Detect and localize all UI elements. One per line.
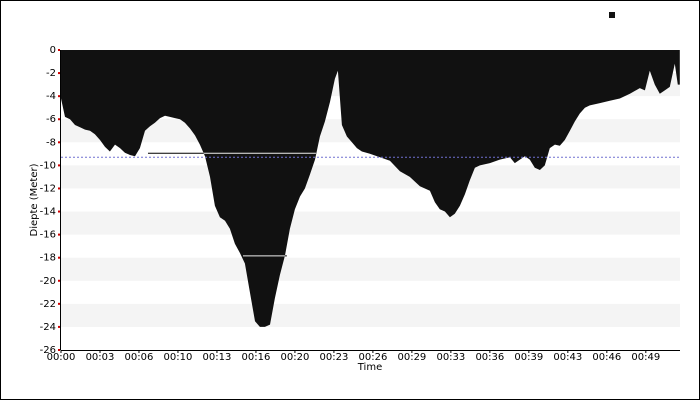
y-tick-label: -20 [40, 276, 56, 287]
x-tick-label: 00:03 [86, 352, 115, 363]
x-tick-label: 00:26 [358, 352, 387, 363]
y-tick-label: -6 [46, 114, 56, 125]
x-tick-label: 00:29 [397, 352, 426, 363]
x-tick-label: 00:16 [242, 352, 271, 363]
y-tick-label: -8 [46, 137, 56, 148]
x-tick-label: 00:06 [125, 352, 154, 363]
y-tick-label: -10 [40, 160, 56, 171]
x-tick-label: 00:43 [553, 352, 582, 363]
x-axis-title: Time [357, 362, 382, 373]
grid-band [61, 303, 680, 327]
x-tick-label: 00:39 [514, 352, 543, 363]
y-tick-label: -4 [46, 91, 56, 102]
x-tick-label: 00:23 [319, 352, 348, 363]
y-tick-label: 0 [50, 45, 56, 56]
x-tick-label: 00:33 [436, 352, 465, 363]
x-tick-label: 00:46 [592, 352, 621, 363]
depth-area [61, 50, 680, 327]
legend-swatch [609, 12, 615, 18]
y-tick-label: -16 [40, 230, 56, 241]
y-tick-label: -26 [40, 345, 56, 356]
y-tick-label: -2 [46, 68, 56, 79]
x-tick-label: 00:49 [631, 352, 660, 363]
x-tick-label: 00:10 [164, 352, 193, 363]
y-tick-label: -12 [40, 183, 56, 194]
y-tick-label: -18 [40, 253, 56, 264]
x-tick-label: 00:00 [47, 352, 76, 363]
grid-band [61, 211, 680, 235]
grid-band [61, 257, 680, 281]
y-axis-title: Diepte (Meter) [29, 163, 40, 236]
grid-band [61, 165, 680, 189]
x-tick-label: 00:36 [475, 352, 504, 363]
x-tick-label: 00:13 [203, 352, 232, 363]
y-tick-label: -14 [40, 207, 56, 218]
x-tick-label: 00:20 [281, 352, 310, 363]
plot [61, 50, 680, 327]
y-tick-label: -22 [40, 299, 56, 310]
y-tick-label: -24 [40, 322, 56, 333]
